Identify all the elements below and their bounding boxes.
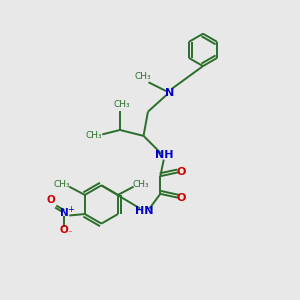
Text: +: + xyxy=(68,205,74,214)
Text: CH₃: CH₃ xyxy=(85,131,102,140)
Text: CH₃: CH₃ xyxy=(113,100,130,109)
Text: HN: HN xyxy=(135,206,153,216)
Text: CH₃: CH₃ xyxy=(135,73,152,82)
Text: O: O xyxy=(177,193,186,203)
Text: O: O xyxy=(46,195,55,205)
Text: N: N xyxy=(164,88,174,98)
Text: CH₃: CH₃ xyxy=(54,180,70,189)
Text: O: O xyxy=(177,167,186,177)
Text: O: O xyxy=(60,225,69,235)
Text: NH: NH xyxy=(155,150,174,160)
Text: CH₃: CH₃ xyxy=(132,180,149,189)
Text: N: N xyxy=(60,208,69,218)
Text: ⁻: ⁻ xyxy=(67,229,72,238)
